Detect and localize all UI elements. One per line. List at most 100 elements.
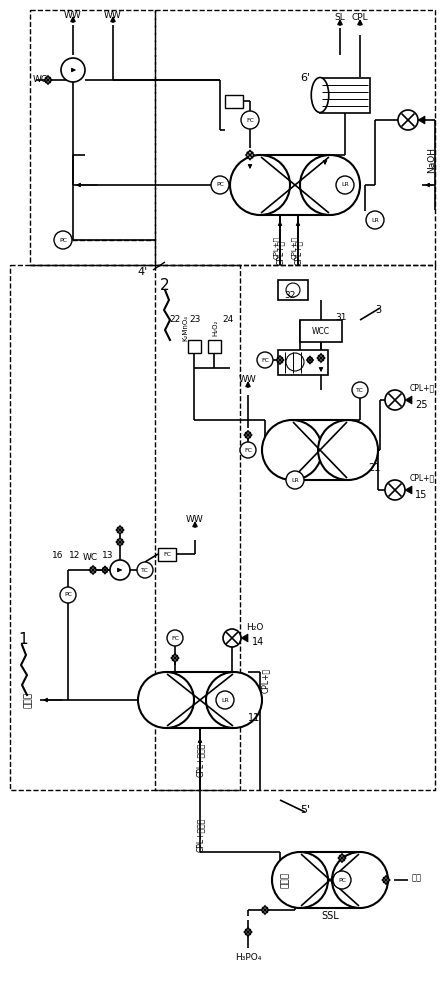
Circle shape (333, 871, 351, 889)
Circle shape (398, 110, 418, 130)
Text: WCC: WCC (312, 326, 330, 336)
Circle shape (61, 58, 85, 82)
Circle shape (286, 283, 300, 297)
Text: 13: 13 (102, 550, 114, 560)
Text: 1: 1 (18, 633, 28, 648)
Ellipse shape (206, 672, 262, 728)
Circle shape (60, 587, 76, 603)
Ellipse shape (300, 155, 360, 215)
Text: CPL+水: CPL+水 (291, 237, 297, 259)
Text: 31: 31 (335, 312, 346, 322)
Text: 21: 21 (368, 463, 380, 473)
Circle shape (167, 630, 183, 646)
Bar (320, 78, 370, 112)
Text: H₂O₂: H₂O₂ (212, 320, 218, 336)
Text: CPL+水: CPL+水 (410, 474, 435, 483)
Text: FC: FC (171, 636, 179, 641)
Text: 排液: 排液 (412, 874, 422, 882)
Text: FC: FC (261, 358, 269, 362)
Polygon shape (241, 634, 248, 642)
Circle shape (240, 442, 256, 458)
Text: 25: 25 (415, 400, 427, 410)
Text: 6': 6' (300, 73, 310, 83)
Text: LR: LR (221, 698, 229, 702)
Polygon shape (418, 116, 425, 124)
Bar (166, 672, 234, 728)
Bar (188, 340, 201, 353)
Text: 22: 22 (169, 316, 181, 324)
Circle shape (286, 353, 304, 371)
Text: 5': 5' (300, 805, 310, 815)
Text: H₂O: H₂O (246, 624, 263, 633)
Text: WW: WW (186, 516, 204, 524)
Circle shape (110, 560, 130, 580)
Polygon shape (338, 854, 345, 862)
Circle shape (211, 176, 229, 194)
Text: FC: FC (163, 552, 171, 556)
Polygon shape (245, 928, 252, 936)
Bar (300, 852, 360, 908)
Polygon shape (276, 356, 284, 364)
Text: FC: FC (246, 117, 254, 122)
Text: NaOH: NaOH (427, 147, 436, 173)
Text: 3: 3 (375, 305, 381, 315)
Text: TC: TC (141, 568, 149, 572)
Bar (278, 280, 308, 300)
Ellipse shape (262, 420, 322, 480)
Polygon shape (44, 76, 52, 84)
Polygon shape (116, 526, 124, 534)
Text: LR: LR (371, 218, 379, 223)
Text: CPL: CPL (352, 13, 368, 22)
Ellipse shape (272, 852, 328, 908)
Text: WC: WC (82, 554, 98, 562)
Text: 24: 24 (222, 316, 233, 324)
Circle shape (54, 231, 72, 249)
Polygon shape (172, 654, 179, 662)
Text: LR: LR (291, 478, 299, 483)
Circle shape (286, 471, 304, 489)
Text: 16: 16 (52, 550, 64, 560)
Polygon shape (317, 354, 325, 362)
Text: WW: WW (104, 10, 122, 19)
Bar (225, 95, 243, 108)
Text: TC: TC (356, 387, 364, 392)
Bar (158, 548, 176, 561)
Polygon shape (405, 396, 412, 404)
Text: FC: FC (244, 448, 252, 452)
Text: 4': 4' (138, 267, 148, 277)
Polygon shape (261, 906, 269, 914)
Text: PC: PC (64, 592, 72, 597)
Text: 23: 23 (190, 316, 201, 324)
Bar (278, 350, 328, 375)
Bar (260, 155, 330, 215)
Circle shape (257, 352, 273, 368)
Polygon shape (246, 150, 254, 159)
Circle shape (223, 629, 241, 647)
Text: 水蒸汽: 水蒸汽 (23, 692, 33, 708)
Circle shape (366, 211, 384, 229)
Bar (208, 340, 221, 353)
Text: LR: LR (341, 182, 349, 188)
Text: CPL+水: CPL+水 (410, 383, 435, 392)
Polygon shape (383, 876, 390, 884)
Ellipse shape (230, 155, 290, 215)
Circle shape (336, 176, 354, 194)
Polygon shape (116, 538, 124, 546)
Text: WC: WC (33, 76, 48, 85)
Text: 32: 32 (284, 290, 296, 300)
Polygon shape (245, 431, 252, 439)
Circle shape (137, 562, 153, 578)
Polygon shape (102, 566, 108, 574)
Text: PC: PC (216, 182, 224, 188)
Text: CPL+水蒸汽: CPL+水蒸汽 (195, 818, 204, 852)
Text: SL: SL (335, 13, 345, 22)
Text: 11: 11 (248, 713, 260, 723)
Text: PC: PC (338, 878, 346, 882)
Text: H₃PO₄: H₃PO₄ (235, 954, 261, 962)
Text: CPL+水: CPL+水 (260, 667, 270, 693)
Text: 12: 12 (69, 550, 81, 560)
Ellipse shape (318, 420, 378, 480)
Ellipse shape (332, 852, 388, 908)
Polygon shape (307, 357, 313, 363)
Text: CPL+水蒸汽: CPL+水蒸汽 (195, 743, 204, 777)
